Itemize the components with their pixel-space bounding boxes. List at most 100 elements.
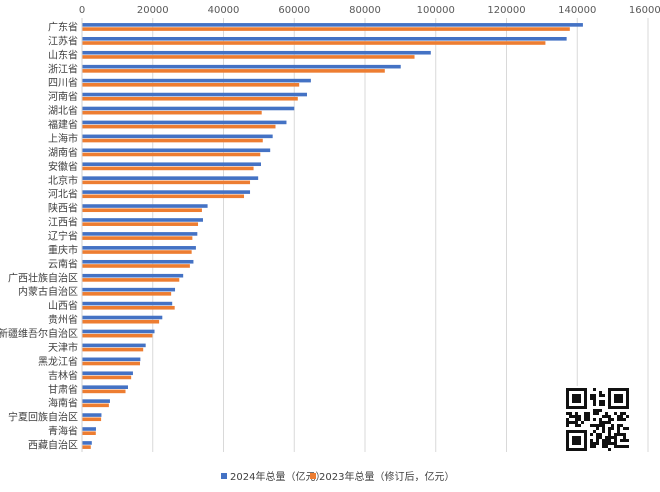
bar-2023: [82, 124, 276, 129]
qr-module: [617, 415, 620, 418]
category-label: 安徽省: [48, 160, 78, 173]
bar-2023: [82, 138, 263, 143]
qr-module: [605, 421, 608, 424]
bar-2023: [82, 180, 251, 185]
qr-module: [623, 439, 626, 442]
qr-module: [590, 394, 593, 397]
bar-2023: [82, 41, 546, 45]
bars: [82, 23, 583, 449]
bar-2024: [82, 259, 194, 264]
qr-module: [617, 424, 620, 427]
category-labels: 广东省江苏省山东省浙江省四川省河南省湖北省福建省上海市湖南省安徽省北京市河北省陕…: [0, 20, 78, 451]
qr-module: [590, 442, 593, 445]
qr-module: [608, 421, 611, 424]
x-tick-label: 140000: [558, 5, 596, 16]
qr-module: [605, 445, 608, 448]
bar-2024: [82, 371, 133, 376]
qr-module: [608, 427, 611, 430]
qr-module: [566, 424, 569, 427]
qr-module: [620, 445, 623, 448]
qr-module: [620, 439, 623, 442]
bar-2023: [82, 236, 193, 240]
category-label: 云南省: [48, 257, 78, 270]
bar-2024: [82, 162, 261, 167]
qr-module: [623, 418, 626, 421]
qr-module: [590, 424, 593, 427]
category-label: 福建省: [48, 118, 78, 131]
qr-module: [593, 442, 596, 445]
bar-2023: [82, 445, 91, 449]
category-label: 湖南省: [48, 146, 78, 159]
bar-2023: [82, 389, 126, 394]
qr-module: [569, 412, 572, 415]
bar-2023: [82, 305, 175, 310]
bar-2023: [82, 27, 570, 31]
bar-2023: [82, 55, 415, 59]
qr-module: [623, 433, 626, 436]
category-label: 山西省: [48, 299, 78, 312]
qr-module: [620, 415, 623, 418]
bar-2024: [82, 204, 208, 208]
x-tick-label: 160000: [629, 5, 660, 16]
x-tick-label: 20000: [137, 5, 169, 16]
qr-module: [617, 430, 620, 433]
bar-2024: [82, 399, 110, 403]
qr-module: [587, 412, 590, 415]
bar-2024: [82, 315, 163, 320]
qr-module: [596, 436, 599, 439]
qr-module: [590, 439, 593, 442]
category-label: 山东省: [48, 48, 78, 61]
category-label: 广西壮族自治区: [8, 271, 78, 284]
qr-module: [599, 391, 602, 394]
qr-module: [575, 415, 578, 418]
qr-module: [587, 418, 590, 421]
bar-2024: [82, 120, 287, 125]
bar-2023: [82, 83, 300, 87]
category-label: 河南省: [48, 90, 78, 103]
qr-module: [623, 436, 626, 439]
qr-module: [584, 412, 587, 415]
bar-2024: [82, 190, 251, 194]
bar-2023: [82, 69, 385, 73]
bar-2023: [82, 166, 254, 171]
qr-module: [614, 445, 617, 448]
bar-2023: [82, 375, 132, 380]
qr-module: [614, 412, 617, 415]
category-label: 湖北省: [48, 104, 78, 117]
bar-2023: [82, 319, 160, 324]
qr-module: [599, 418, 602, 421]
qr-module: [593, 394, 596, 397]
qr-module: [572, 415, 575, 418]
x-tick-label: 100000: [417, 5, 455, 16]
qr-module: [620, 418, 623, 421]
bar-2023: [82, 152, 261, 157]
qr-module: [626, 439, 629, 442]
qr-module: [575, 421, 578, 424]
qr-module: [605, 415, 608, 418]
qr-module: [599, 424, 602, 427]
qr-finder-core: [572, 436, 581, 445]
category-label: 宁夏回族自治区: [8, 411, 78, 424]
qr-module: [593, 445, 596, 448]
x-tick-label: 40000: [208, 5, 240, 16]
bar-2023: [82, 333, 153, 338]
bar-2024: [82, 246, 196, 250]
qr-module: [599, 403, 602, 406]
qr-module: [584, 415, 587, 418]
qr-module: [593, 397, 596, 400]
qr-module: [593, 409, 596, 412]
qr-module: [623, 427, 626, 430]
qr-module: [608, 442, 611, 445]
qr-module: [608, 433, 611, 436]
qr-module: [623, 445, 626, 448]
qr-module: [569, 415, 572, 418]
qr-module: [608, 418, 611, 421]
qr-module: [593, 403, 596, 406]
qr-module: [578, 418, 581, 421]
qr-module: [575, 424, 578, 427]
qr-module: [575, 412, 578, 415]
category-label: 新疆维吾尔自治区: [0, 327, 78, 340]
bar-2023: [82, 264, 190, 268]
qr-module: [617, 427, 620, 430]
